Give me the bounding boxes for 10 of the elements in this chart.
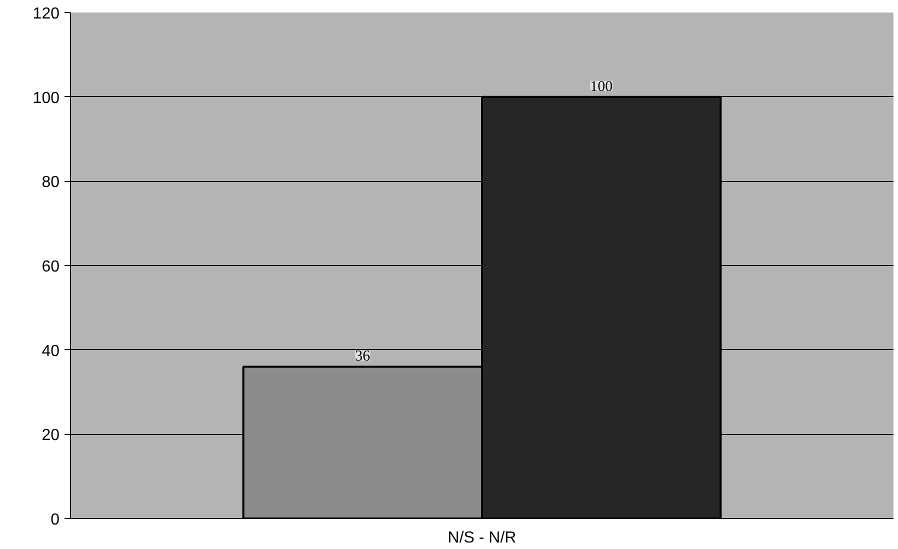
data-label: 36 xyxy=(355,348,371,365)
y-tick-label: 80 xyxy=(42,174,60,192)
y-tick-label: 120 xyxy=(32,6,60,22)
y-tick-label: 20 xyxy=(42,427,60,444)
y-tick-label: 40 xyxy=(42,342,60,360)
y-tick-label: 0 xyxy=(50,512,60,528)
y-tick-label: 60 xyxy=(42,258,60,276)
data-label: 100 xyxy=(590,78,613,95)
y-tick-label: 100 xyxy=(32,90,60,107)
x-tick-label: N/S - N/R xyxy=(448,530,516,546)
